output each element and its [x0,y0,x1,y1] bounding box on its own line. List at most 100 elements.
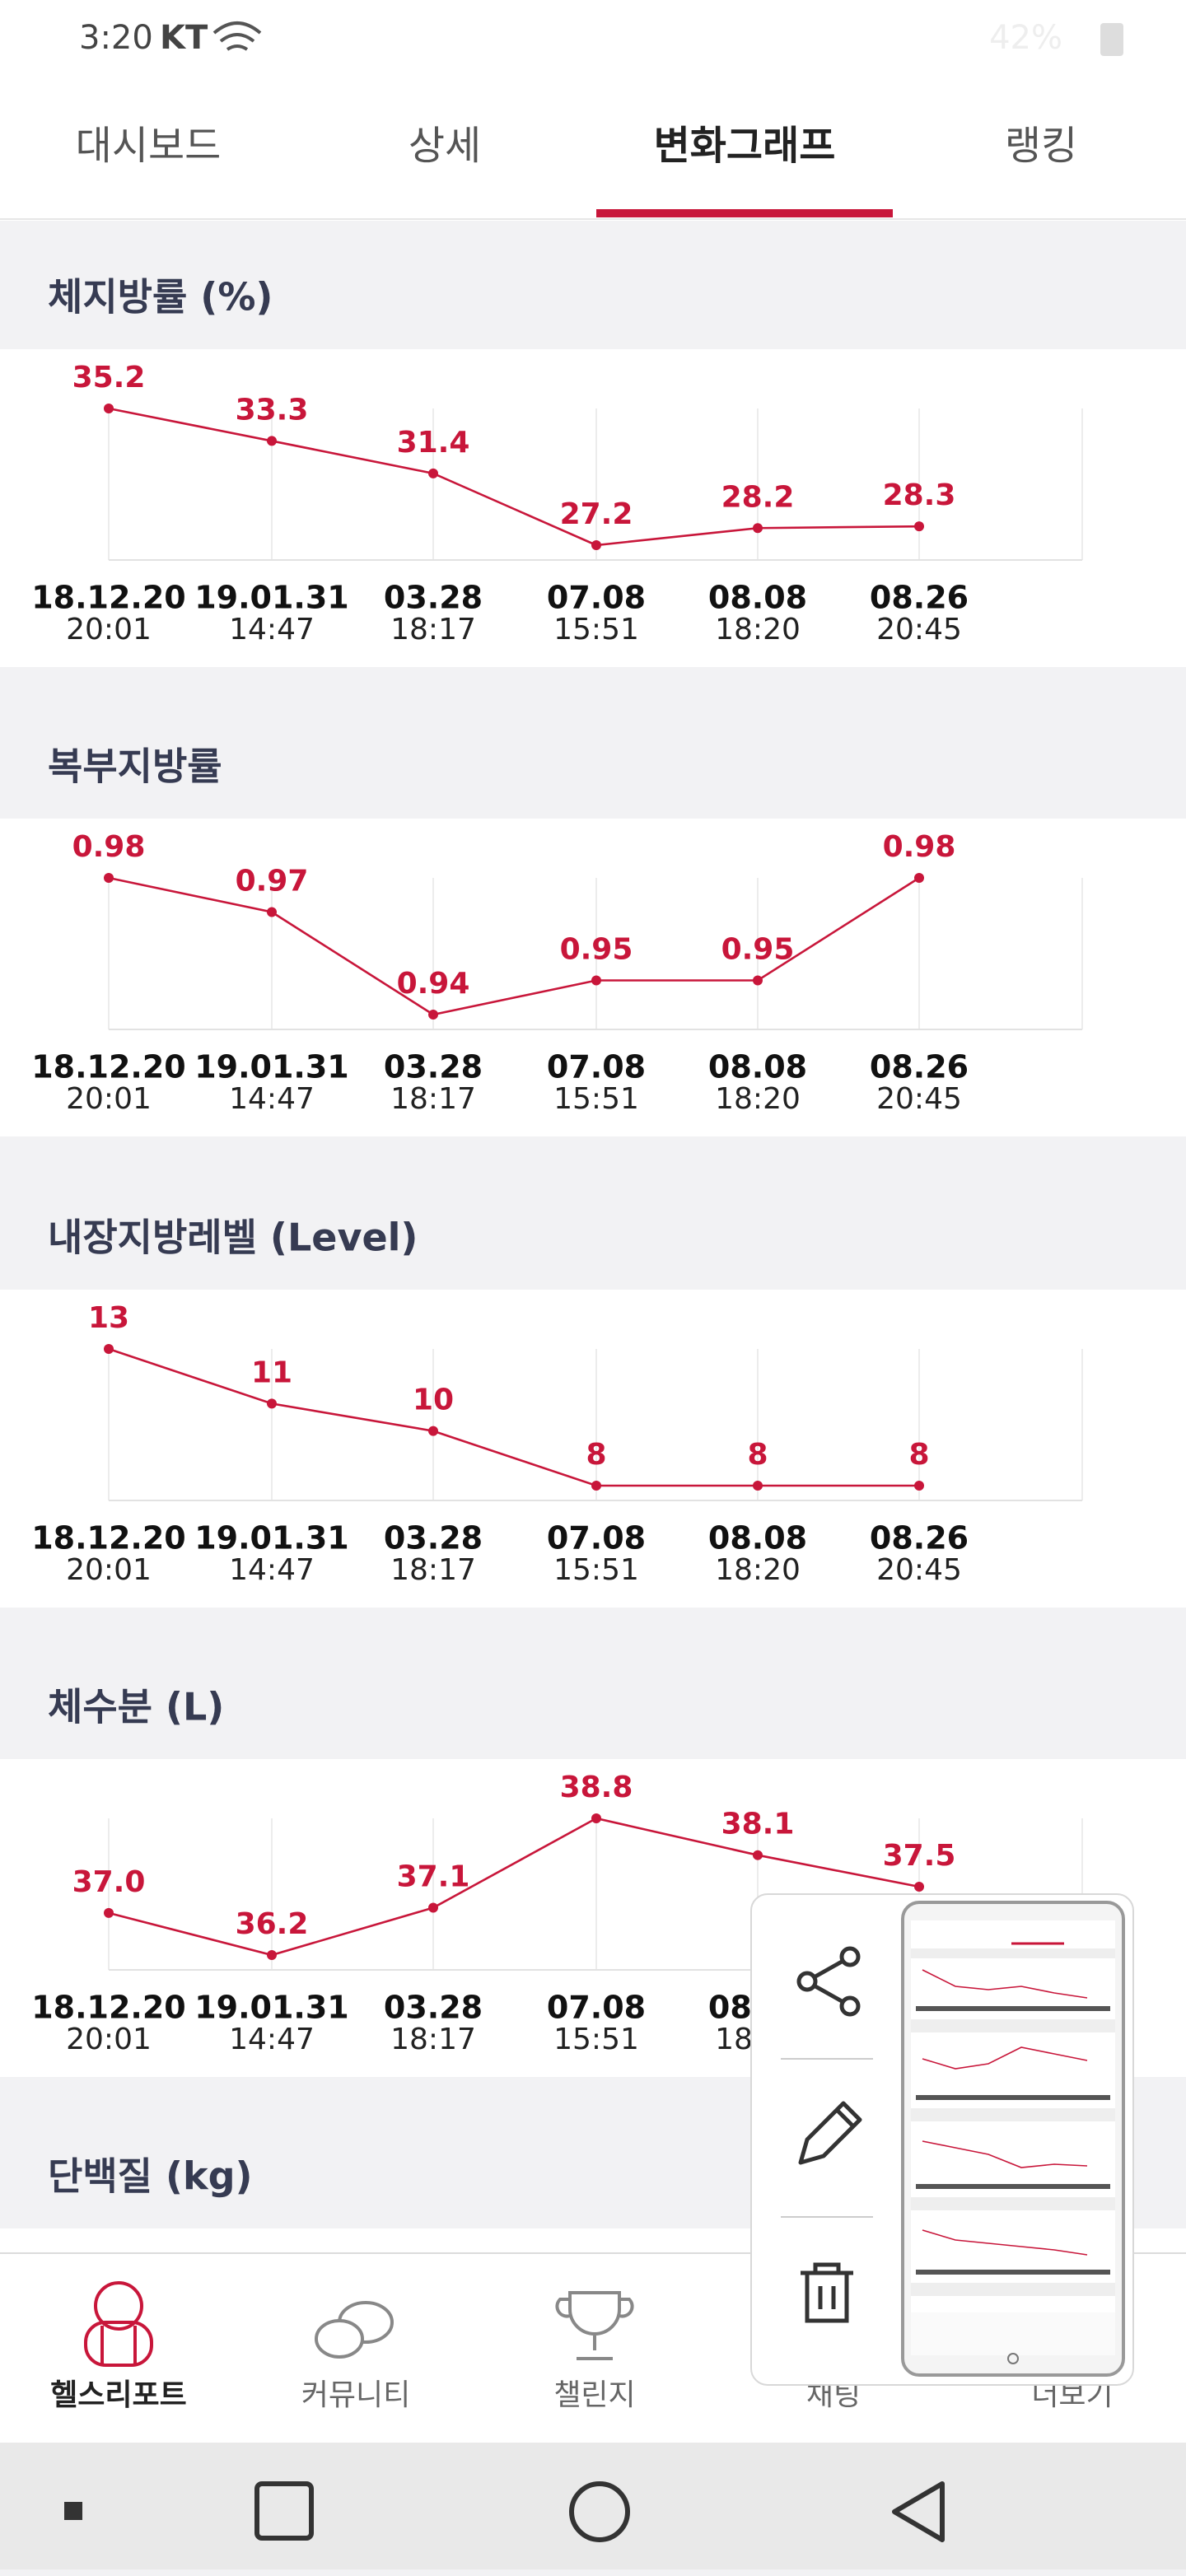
value-label: 8 [586,1438,606,1472]
date-label: 19.01.31 [194,580,349,616]
date-label: 18.12.20 [31,580,186,616]
capture-thumbnail[interactable] [901,1901,1125,2377]
nav-icon-report[interactable] [84,2281,153,2367]
time-label: 14:47 [229,2023,315,2056]
time-label: 20:45 [876,613,962,646]
time-label: 18:20 [715,1082,801,1116]
data-point [104,873,114,883]
time-label: 15:51 [553,2023,639,2056]
nav-label[interactable]: 헬스리포트 [50,2378,187,2412]
value-label: 0.95 [560,933,633,967]
time-label: 20:01 [66,2023,152,2056]
date-label: 08.08 [708,580,807,616]
data-point [591,1481,601,1491]
date-label: 03.28 [384,580,483,616]
value-label: 37.5 [883,1839,956,1873]
section-title: 내장지방레벨 (Level) [48,1216,418,1260]
date-label: 08.08 [708,1520,807,1556]
value-label: 35.2 [72,361,146,394]
date-label: 08.08 [708,1049,807,1085]
date-label: 08.26 [870,1049,969,1085]
tab[interactable]: 상세 [409,123,481,169]
tab[interactable]: 변화그래프 [654,123,836,169]
data-point [428,1426,438,1436]
data-point [591,975,601,986]
value-label: 8 [908,1438,929,1472]
data-point [104,404,114,413]
value-label: 38.1 [721,1808,795,1841]
value-label: 11 [251,1356,292,1389]
data-point [428,468,438,478]
date-label: 18.12.20 [31,1990,186,2026]
value-label: 38.8 [560,1771,633,1804]
value-label: 28.3 [883,478,956,512]
data-point [753,1481,763,1491]
data-point [428,1010,438,1020]
nav-label[interactable]: 커뮤니티 [301,2378,410,2412]
data-point [267,1950,277,1960]
tab[interactable]: 대시보드 [76,123,222,169]
value-label: 10 [413,1384,454,1417]
data-point [428,1902,438,1913]
chart-card [0,349,1186,667]
sys-back[interactable] [892,2481,945,2542]
time-label: 14:47 [229,1082,315,1116]
section-title: 체지방률 (%) [48,275,273,320]
nav-icon-community[interactable] [315,2301,394,2359]
value-label: 0.95 [721,933,795,967]
time-label: 15:51 [553,613,639,646]
date-label: 19.01.31 [194,1520,349,1556]
data-point [591,1813,601,1823]
capture-popup [750,1893,1134,2386]
value-label: 0.98 [883,830,956,864]
trend-line [108,1817,920,1957]
date-label: 03.28 [384,1049,483,1085]
nav-label[interactable]: 챌린지 [553,2378,635,2412]
data-point [914,873,924,883]
data-point [104,1907,114,1918]
section-title: 복부지방률 [48,744,222,789]
value-label: 0.94 [397,967,470,1001]
date-label: 03.28 [384,1990,483,2026]
value-label: 33.3 [236,393,309,427]
status-time: 3:20 [79,19,153,57]
date-label: 03.28 [384,1520,483,1556]
value-label: 0.98 [72,830,146,864]
sys-dot[interactable] [64,2502,82,2520]
time-label: 20:01 [66,1553,152,1587]
date-label: 18.12.20 [31,1049,186,1085]
time-label: 14:47 [229,613,315,646]
data-point [753,1850,763,1860]
date-label: 19.01.31 [194,1049,349,1085]
date-label: 07.08 [547,1049,646,1085]
share-button[interactable] [796,1946,861,2017]
nav-icon-challenge[interactable] [555,2291,634,2360]
time-label: 20:45 [876,1082,962,1116]
tab-indicator [596,209,893,217]
value-label: 13 [88,1301,129,1335]
time-label: 18:20 [715,1553,801,1587]
data-point [753,975,763,986]
value-label: 28.2 [721,480,795,514]
value-label: 27.2 [560,497,633,531]
data-point [104,1344,114,1354]
section-title: 단백질 (kg) [48,2154,253,2199]
time-label: 15:51 [553,1082,639,1116]
value-label: 37.0 [72,1865,146,1899]
tab[interactable]: 랭킹 [1005,123,1077,169]
sys-recent[interactable] [254,2481,314,2541]
delete-button[interactable] [801,2262,853,2323]
edit-button[interactable] [798,2101,862,2165]
time-label: 20:01 [66,613,152,646]
date-label: 07.08 [547,580,646,616]
sys-home[interactable] [569,2481,630,2542]
status-battery: 42% [989,19,1062,57]
date-label: 19.01.31 [194,1990,349,2026]
data-point [591,540,601,550]
battery-icon [1100,23,1123,56]
data-point [267,907,277,917]
time-label: 18:17 [390,613,476,646]
